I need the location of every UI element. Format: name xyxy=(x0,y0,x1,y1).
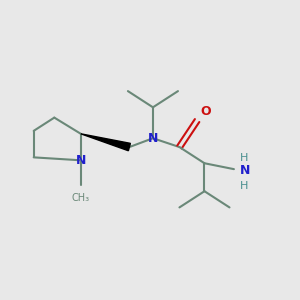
Text: H: H xyxy=(240,181,248,191)
Text: H: H xyxy=(240,153,248,163)
Text: CH₃: CH₃ xyxy=(72,193,90,203)
Text: O: O xyxy=(200,105,211,118)
Text: N: N xyxy=(240,164,250,177)
Text: N: N xyxy=(76,154,86,167)
Polygon shape xyxy=(81,134,130,151)
Text: N: N xyxy=(148,132,158,145)
